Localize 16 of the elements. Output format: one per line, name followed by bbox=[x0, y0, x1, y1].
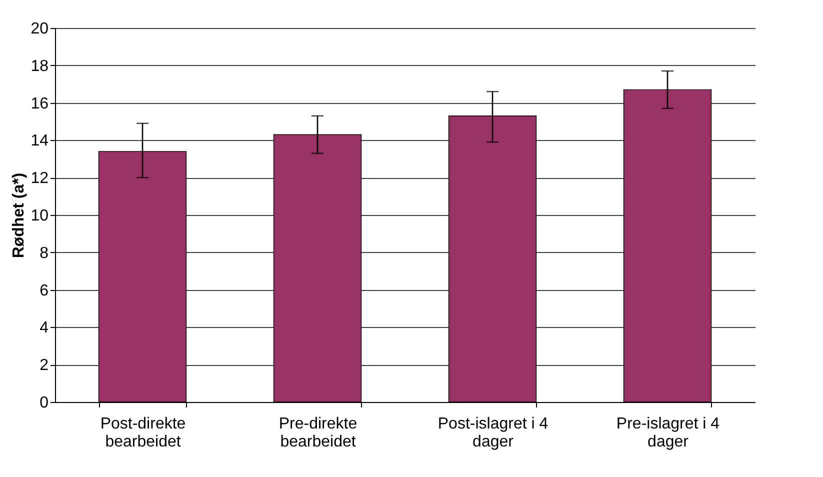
y-tick-label: 14 bbox=[30, 132, 49, 150]
x-tick-label: Post-islagret i 4 dager bbox=[438, 416, 548, 450]
y-tick-label: 2 bbox=[40, 357, 49, 374]
y-tick-label: 8 bbox=[40, 244, 49, 262]
y-tick-label: 10 bbox=[30, 208, 49, 224]
y-axis-title: Rødhet (a*) bbox=[10, 172, 28, 258]
x-tick-label: Pre-islagret i 4 dager bbox=[616, 416, 720, 450]
y-tick-label: 16 bbox=[30, 95, 49, 112]
x-tick-label: Pre-direkte bearbeidet bbox=[278, 416, 358, 450]
y-tick-label: 4 bbox=[40, 320, 49, 337]
x-tick-label: Post-direkte bearbeidet bbox=[100, 416, 186, 450]
y-tick-label: 12 bbox=[30, 170, 49, 188]
y-tick-label: 20 bbox=[30, 20, 49, 38]
y-tick-label: 18 bbox=[30, 58, 49, 75]
y-tick-label: 6 bbox=[40, 282, 49, 300]
y-tick-label: 0 bbox=[40, 394, 49, 412]
